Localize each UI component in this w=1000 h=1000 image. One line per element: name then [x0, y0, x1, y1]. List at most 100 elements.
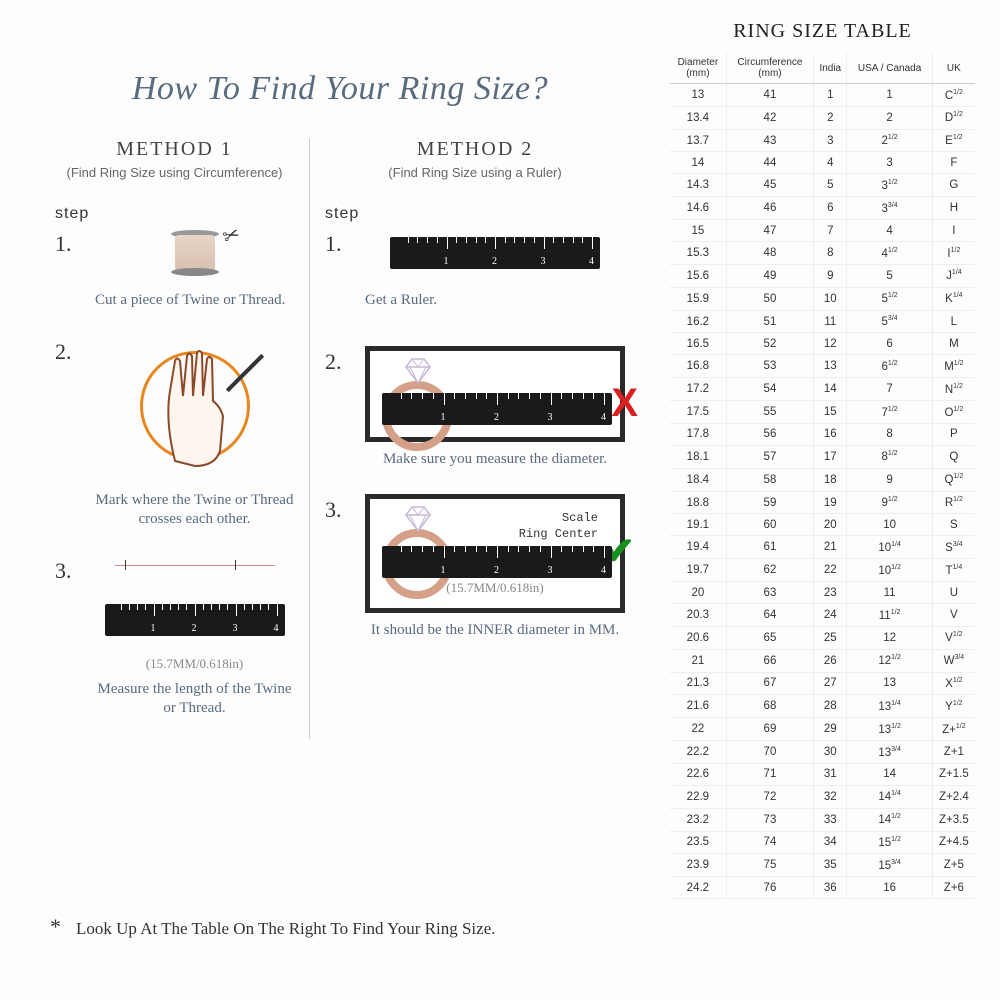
table-cell: 131/2	[847, 718, 932, 741]
table-cell: 6	[814, 197, 847, 220]
scissors-icon: ✂	[219, 221, 243, 250]
step-number: 1.	[55, 223, 95, 257]
table-cell: 66	[726, 649, 813, 672]
table-row: 13.743321/2E1/2	[670, 129, 975, 152]
table-cell: 13.4	[670, 106, 726, 129]
table-cell: 51	[726, 310, 813, 333]
table-cell: 12	[814, 333, 847, 355]
table-cell: 3	[814, 129, 847, 152]
table-cell: 7	[847, 378, 932, 401]
measurement-caption: (15.7MM/0.618in)	[95, 656, 294, 672]
table-cell: 20	[670, 582, 726, 604]
table-cell: 18.4	[670, 468, 726, 491]
table-cell: 17.2	[670, 378, 726, 401]
table-cell: 21.6	[670, 695, 726, 718]
table-row: 216626121/2W3/4	[670, 649, 975, 672]
table-cell: 21	[670, 649, 726, 672]
table-cell: D1/2	[932, 106, 975, 129]
table-cell: 68	[726, 695, 813, 718]
table-cell: Z+5	[932, 854, 975, 877]
table-cell: 56	[726, 423, 813, 445]
method-1: METHOD 1 (Find Ring Size using Circumfer…	[40, 138, 310, 739]
table-cell: 10	[814, 287, 847, 310]
table-cell: 14	[670, 152, 726, 174]
step-text: Mark where the Twine or Thread crosses e…	[95, 491, 294, 530]
table-cell: 57	[726, 445, 813, 468]
table-cell: 44	[726, 152, 813, 174]
table-cell: 47	[726, 220, 813, 242]
table-cell: 14	[847, 763, 932, 785]
diamond-icon	[398, 357, 438, 385]
table-row: 21.3672713X1/2	[670, 672, 975, 695]
table-cell: 15	[670, 220, 726, 242]
table-cell: O1/2	[932, 401, 975, 424]
table-row: 21.66828131/4Y1/2	[670, 695, 975, 718]
table-cell: Z+4.5	[932, 831, 975, 854]
table-row: 20632311U	[670, 582, 975, 604]
table-cell: 67	[726, 672, 813, 695]
table-cell: 12	[847, 626, 932, 649]
table-cell: 29	[814, 718, 847, 741]
step-number: 2.	[325, 341, 365, 375]
table-cell: 16	[847, 877, 932, 899]
table-cell: 74	[726, 831, 813, 854]
table-cell: G	[932, 174, 975, 197]
table-cell: 71/2	[847, 401, 932, 424]
table-cell: 15.3	[670, 242, 726, 265]
table-cell: 5	[847, 264, 932, 287]
table-cell: 28	[814, 695, 847, 718]
table-cell: 52	[726, 333, 813, 355]
table-cell: 13	[814, 355, 847, 378]
table-cell: W3/4	[932, 649, 975, 672]
table-cell: Q	[932, 445, 975, 468]
table-cell: 151/2	[847, 831, 932, 854]
table-cell: Z+1	[932, 741, 975, 764]
table-cell: Y1/2	[932, 695, 975, 718]
table-cell: 15.6	[670, 264, 726, 287]
table-cell: 1	[847, 84, 932, 107]
table-cell: 7	[814, 220, 847, 242]
table-cell: 35	[814, 854, 847, 877]
table-cell: Q1/2	[932, 468, 975, 491]
table-row: 15.9501051/2K1/4	[670, 287, 975, 310]
table-cell: 72	[726, 785, 813, 808]
table-cell: M1/2	[932, 355, 975, 378]
table-cell: 2	[814, 106, 847, 129]
table-cell: 19.7	[670, 559, 726, 582]
ring-measure-wrong: 1234 X	[365, 346, 625, 442]
table-cell: J1/4	[932, 264, 975, 287]
table-cell: 48	[726, 242, 813, 265]
size-table-panel: RING SIZE TABLE Diameter(mm)Circumferenc…	[660, 0, 1000, 1000]
table-cell: 133/4	[847, 741, 932, 764]
table-cell: 4	[814, 152, 847, 174]
table-cell: 141/2	[847, 808, 932, 831]
table-cell: 36	[814, 877, 847, 899]
table-cell: 22.9	[670, 785, 726, 808]
step-label: step	[325, 205, 625, 223]
table-row: 19.46121101/4S3/4	[670, 536, 975, 559]
method-2-subtitle: (Find Ring Size using a Ruler)	[325, 165, 625, 180]
table-row: 144443F	[670, 152, 975, 174]
table-cell: Z+3.5	[932, 808, 975, 831]
ruler-icon: 1234	[365, 223, 625, 283]
table-cell: 18	[814, 468, 847, 491]
table-cell: 24.2	[670, 877, 726, 899]
table-cell: 22.6	[670, 763, 726, 785]
table-cell: Z+6	[932, 877, 975, 899]
table-cell: 41	[726, 84, 813, 107]
table-cell: 10	[847, 514, 932, 536]
table-cell: 9	[847, 468, 932, 491]
table-cell: 13.7	[670, 129, 726, 152]
table-cell: 21/2	[847, 129, 932, 152]
table-cell: P	[932, 423, 975, 445]
table-row: 16.552126M	[670, 333, 975, 355]
table-cell: 18.8	[670, 491, 726, 514]
table-cell: 73	[726, 808, 813, 831]
table-cell: 2	[847, 106, 932, 129]
table-cell: H	[932, 197, 975, 220]
table-cell: 153/4	[847, 854, 932, 877]
table-cell: 70	[726, 741, 813, 764]
table-cell: 8	[847, 423, 932, 445]
table-cell: 3	[847, 152, 932, 174]
table-cell: Z+1.5	[932, 763, 975, 785]
